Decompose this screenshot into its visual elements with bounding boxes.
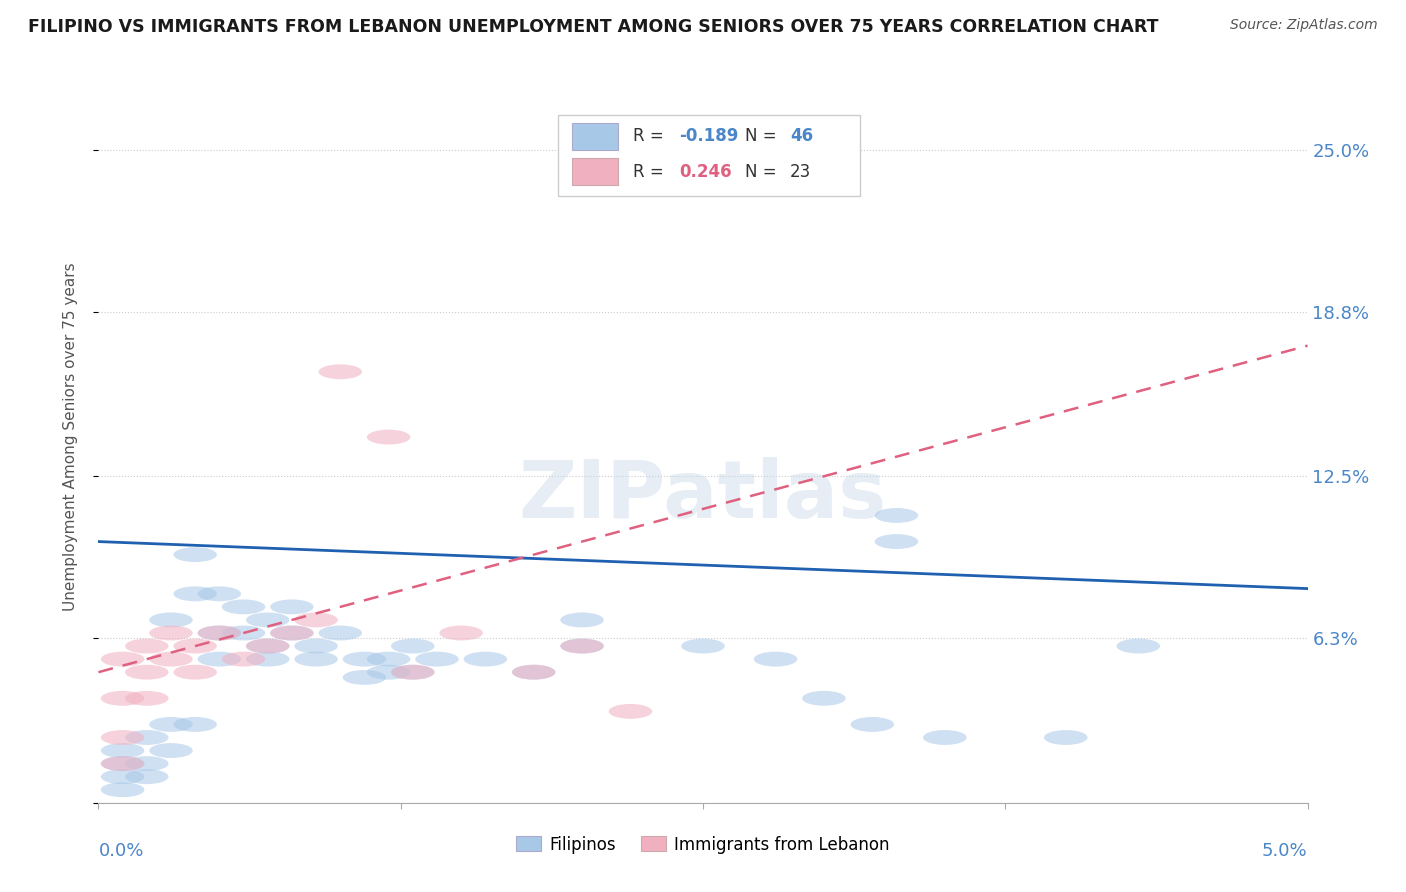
FancyBboxPatch shape <box>558 115 860 195</box>
FancyBboxPatch shape <box>572 122 619 151</box>
Text: -0.189: -0.189 <box>679 128 738 145</box>
Legend: Filipinos, Immigrants from Lebanon: Filipinos, Immigrants from Lebanon <box>509 829 897 860</box>
Text: R =: R = <box>633 128 669 145</box>
Text: N =: N = <box>745 162 782 180</box>
Text: 5.0%: 5.0% <box>1263 842 1308 860</box>
FancyBboxPatch shape <box>572 158 619 186</box>
Text: 46: 46 <box>790 128 813 145</box>
Text: R =: R = <box>633 162 669 180</box>
Text: FILIPINO VS IMMIGRANTS FROM LEBANON UNEMPLOYMENT AMONG SENIORS OVER 75 YEARS COR: FILIPINO VS IMMIGRANTS FROM LEBANON UNEM… <box>28 18 1159 36</box>
Text: 0.246: 0.246 <box>679 162 731 180</box>
Text: N =: N = <box>745 128 782 145</box>
Text: 0.0%: 0.0% <box>98 842 143 860</box>
Text: 23: 23 <box>790 162 811 180</box>
Text: ZIPatlas: ZIPatlas <box>519 457 887 534</box>
Y-axis label: Unemployment Among Seniors over 75 years: Unemployment Among Seniors over 75 years <box>63 263 77 611</box>
Text: Source: ZipAtlas.com: Source: ZipAtlas.com <box>1230 18 1378 32</box>
